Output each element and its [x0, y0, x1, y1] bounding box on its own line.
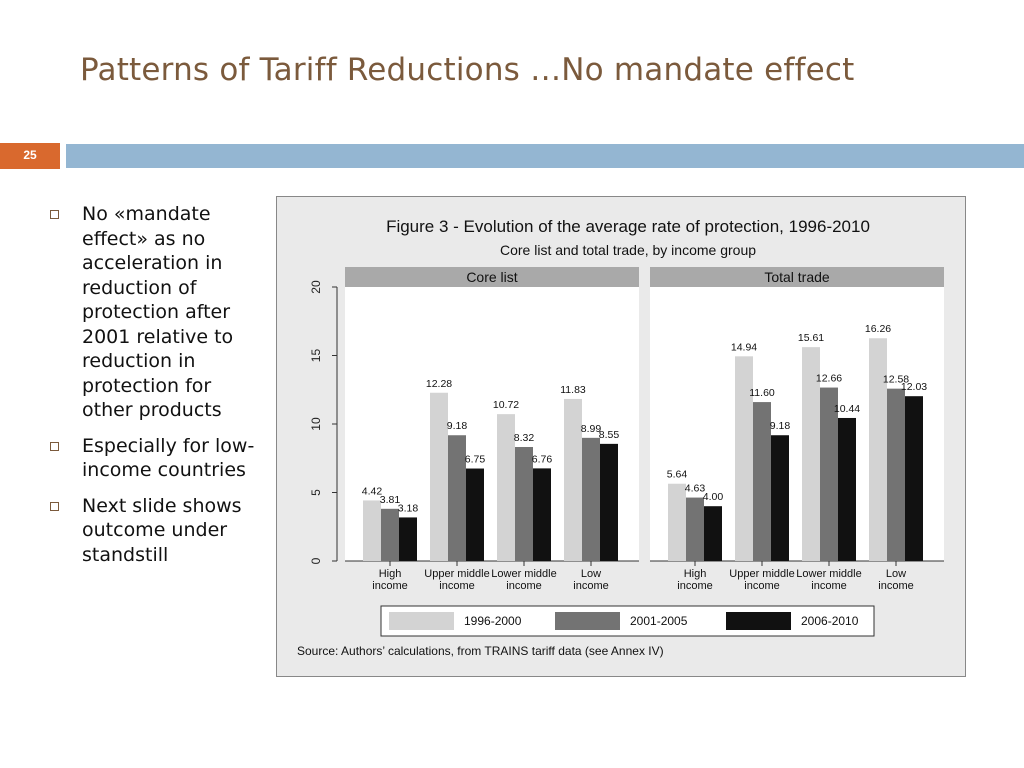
data-label: 8.32 — [514, 432, 535, 444]
bar — [704, 506, 722, 561]
data-label: 12.66 — [816, 373, 842, 385]
data-label: 4.42 — [362, 485, 383, 497]
data-label: 8.55 — [599, 429, 620, 441]
data-label: 3.81 — [380, 494, 401, 506]
square-bullet-icon — [50, 501, 59, 511]
y-tick-label: 15 — [309, 349, 323, 363]
data-label: 11.60 — [749, 387, 775, 399]
legend-swatch — [555, 612, 620, 630]
x-tick-label: Upper middle — [729, 568, 794, 580]
y-tick-label: 5 — [309, 489, 323, 496]
x-tick-label: Low — [886, 568, 906, 580]
legend-swatch — [726, 612, 791, 630]
bar — [753, 402, 771, 561]
bar — [582, 437, 600, 561]
y-tick-label: 0 — [309, 557, 323, 564]
legend-label: 1996-2000 — [464, 614, 522, 628]
bullet-list: No «mandate effect» as no acceleration i… — [46, 202, 256, 578]
bar — [869, 338, 887, 561]
bar — [802, 347, 820, 561]
x-tick-label: income — [811, 580, 846, 592]
bar — [838, 417, 856, 561]
bar — [466, 468, 484, 561]
data-label: 3.18 — [398, 502, 419, 514]
x-tick-label: Upper middle — [424, 568, 489, 580]
data-label: 15.61 — [798, 332, 824, 344]
y-tick-label: 10 — [309, 417, 323, 431]
y-tick-label: 20 — [309, 280, 323, 294]
data-label: 14.94 — [731, 341, 757, 353]
bullet-item: Next slide shows outcome under standstil… — [46, 494, 256, 568]
bullet-text: Especially for low-income countries — [82, 434, 255, 482]
square-bullet-icon — [50, 441, 59, 451]
bar — [686, 497, 704, 561]
x-tick-label: Lower middle — [491, 568, 556, 580]
x-tick-label: High — [379, 568, 402, 580]
panel-title: Total trade — [764, 269, 830, 285]
bullet-text: No «mandate effect» as no acceleration i… — [82, 203, 234, 421]
bar — [399, 517, 417, 561]
x-tick-label: income — [677, 580, 712, 592]
data-label: 5.64 — [667, 469, 688, 481]
bar — [448, 435, 466, 561]
data-label: 12.28 — [426, 378, 452, 390]
data-label: 6.75 — [465, 454, 486, 466]
bar — [735, 356, 753, 561]
panel-title: Core list — [466, 269, 517, 285]
data-label: 12.58 — [883, 374, 909, 386]
bullet-item: No «mandate effect» as no acceleration i… — [46, 202, 256, 423]
x-tick-label: Low — [581, 568, 601, 580]
bar — [515, 447, 533, 561]
bar-chart: Figure 3 - Evolution of the average rate… — [297, 217, 944, 658]
bar — [771, 435, 789, 561]
legend-label: 2006-2010 — [801, 614, 859, 628]
data-label: 12.03 — [901, 381, 927, 393]
x-tick-label: Lower middle — [796, 568, 861, 580]
x-tick-label: income — [506, 580, 541, 592]
legend-swatch — [389, 612, 454, 630]
bullet-item: Especially for low-income countries — [46, 434, 256, 483]
bar — [600, 443, 618, 561]
bar — [497, 414, 515, 561]
x-tick-label: High — [684, 568, 707, 580]
data-label: 9.18 — [770, 420, 791, 432]
x-tick-label: income — [573, 580, 608, 592]
bar — [564, 398, 582, 561]
slide-title: Patterns of Tariff Reductions …No mandat… — [80, 52, 855, 88]
square-bullet-icon — [50, 210, 59, 219]
bar — [668, 483, 686, 561]
x-tick-label: income — [372, 580, 407, 592]
chart-source-note: Source: Authors’ calculations, from TRAI… — [297, 644, 664, 658]
x-tick-label: income — [439, 580, 474, 592]
bar — [430, 392, 448, 561]
page-number: 25 — [0, 143, 60, 169]
data-label: 16.26 — [865, 323, 891, 335]
legend-box — [380, 605, 875, 637]
data-label: 4.00 — [703, 491, 724, 503]
data-label: 8.99 — [581, 423, 602, 435]
bar — [887, 388, 905, 561]
data-label: 10.44 — [834, 403, 860, 415]
bar — [533, 468, 551, 561]
data-label: 9.18 — [447, 420, 468, 432]
data-label: 4.63 — [685, 483, 706, 495]
header-accent-bar — [66, 144, 1024, 168]
panel-header — [650, 267, 944, 287]
chart-figure: Figure 3 - Evolution of the average rate… — [276, 196, 966, 677]
legend-label: 2001-2005 — [630, 614, 688, 628]
data-label: 6.76 — [532, 453, 553, 465]
bullet-text: Next slide shows outcome under standstil… — [82, 494, 242, 566]
x-tick-label: income — [878, 580, 913, 592]
bar — [820, 387, 838, 561]
chart-subtitle: Core list and total trade, by income gro… — [500, 242, 756, 258]
x-tick-label: income — [744, 580, 779, 592]
bar — [381, 508, 399, 561]
data-label: 10.72 — [493, 399, 519, 411]
chart-title: Figure 3 - Evolution of the average rate… — [386, 217, 870, 236]
bar — [905, 396, 923, 561]
panel-header — [345, 267, 639, 287]
data-label: 11.83 — [560, 384, 586, 396]
bar — [363, 500, 381, 561]
